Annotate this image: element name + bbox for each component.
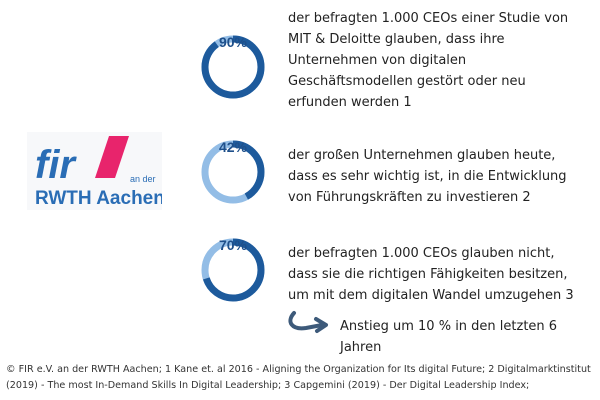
donut-value-arc — [201, 238, 265, 302]
stat-text-3: der befragten 1.000 CEOs glauben nicht, … — [288, 246, 574, 303]
percent-label: 42% — [218, 139, 248, 155]
donut-chart-90: 90% — [200, 34, 266, 100]
svg-text:fir: fir — [35, 143, 77, 187]
increase-note: Anstieg um 10 % in den letzten 6 Jahren — [340, 319, 558, 355]
footnote: © FIR e.V. an der RWTH Aachen; 1 Kane et… — [6, 364, 591, 391]
stat-text-2: der großen Unternehmen glauben heute, da… — [288, 148, 567, 205]
svg-text:an der: an der — [130, 174, 156, 184]
fir-logo: fir an der RWTH Aachen — [27, 132, 165, 210]
stat-text-1: der befragten 1.000 CEOs einer Studie vo… — [288, 11, 569, 110]
curved-arrow-icon — [286, 310, 332, 340]
percent-label: 90% — [218, 34, 248, 50]
donut-chart-42: 42% — [200, 139, 266, 205]
donut-value-arc — [201, 140, 265, 204]
donut-chart-70: 70% — [200, 237, 266, 303]
donut-value-arc — [201, 35, 265, 99]
percent-label: 70% — [218, 237, 248, 253]
svg-text:RWTH Aachen: RWTH Aachen — [35, 188, 162, 209]
